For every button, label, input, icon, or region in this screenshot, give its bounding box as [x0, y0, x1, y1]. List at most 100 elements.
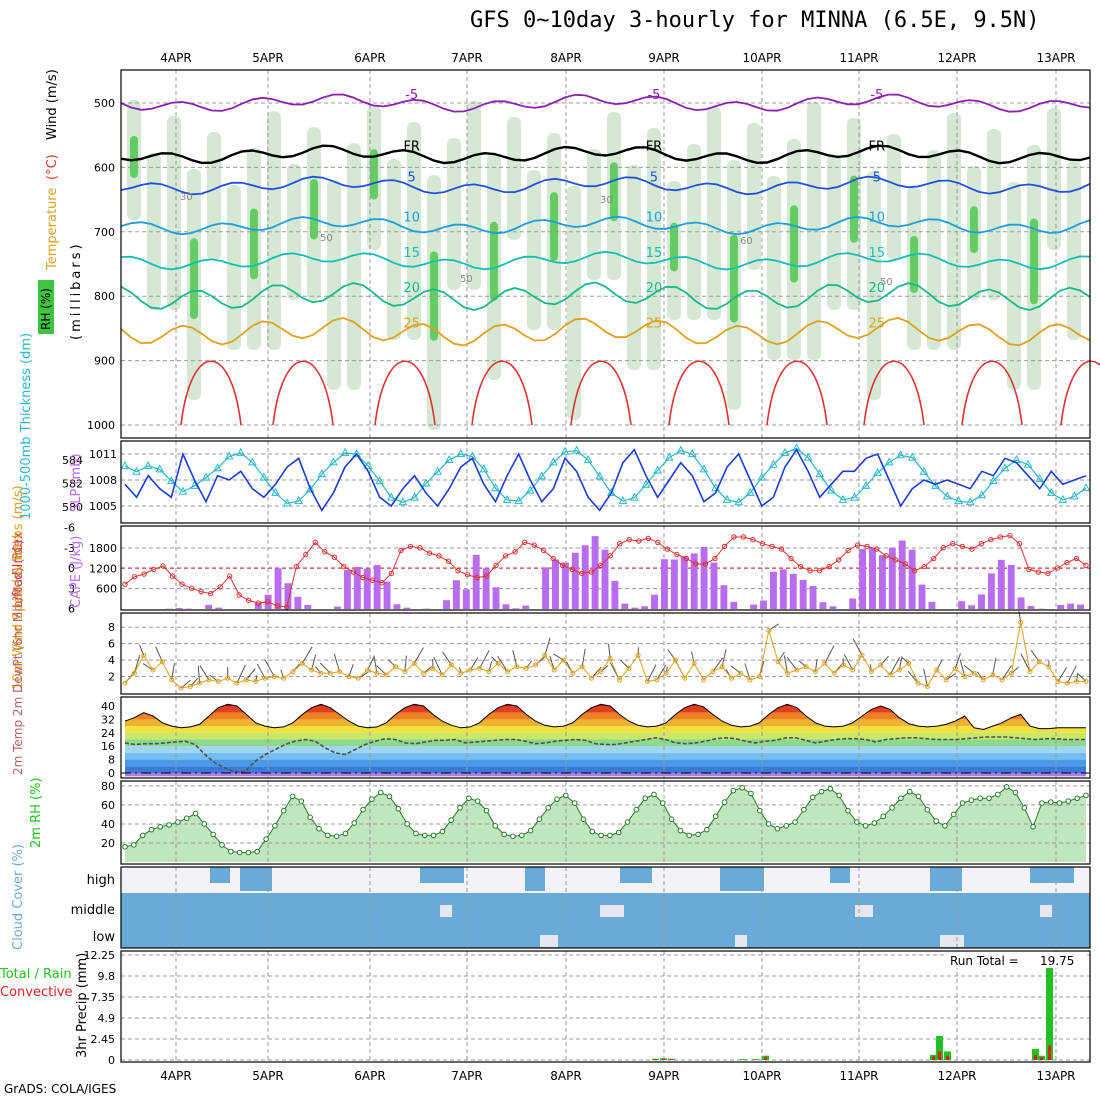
pressure-tick-2: 700: [94, 226, 115, 239]
wind-barb-90: [959, 659, 966, 677]
wind-speed-point-52: [607, 655, 613, 661]
thickness-point-2: [143, 460, 153, 469]
temperature-contour-label-1-2: FR: [869, 140, 886, 155]
rh2m-point-36: [439, 828, 446, 835]
rh2m-point-81: [836, 792, 842, 799]
rh-core-30: [730, 235, 738, 323]
pressure-tick-1: 600: [94, 161, 115, 174]
lifted-index-point-89: [969, 546, 975, 552]
lifted-index-tick-4: 6: [68, 603, 75, 616]
cape-bar-21: [334, 606, 341, 609]
rh2m-point-109: [1083, 792, 1089, 799]
wind-speed-point-97: [1027, 669, 1033, 675]
wind-tick-0: 2: [108, 671, 115, 684]
wind-speed-point-68: [756, 674, 762, 680]
rh-core-12: [370, 149, 378, 200]
wind-speed-point-80: [868, 669, 874, 675]
rh2m-point-12: [227, 848, 234, 855]
cape-bar-60: [720, 585, 728, 609]
wind-barb-94: [1001, 665, 1013, 681]
top-date-label-6: 10APR: [742, 51, 781, 65]
temp-band-3: [125, 752, 1086, 760]
cloud-gap-2: [600, 905, 624, 917]
wind-speed-point-79: [859, 652, 865, 658]
pressure-axis-label: (millibars): [69, 241, 84, 340]
cape-bar-76: [878, 555, 886, 609]
precip-total-bar-12: [1046, 956, 1053, 1060]
wind-speed-point-22: [327, 670, 333, 676]
wind-barb-78: [843, 654, 854, 671]
rh2m-point-108: [1074, 795, 1080, 802]
rh2m-point-51: [571, 800, 578, 806]
temp-tick-1: 8: [108, 754, 115, 767]
rh2m-point-8: [192, 810, 199, 817]
cape-bar-65: [769, 571, 777, 609]
lifted-index-point-10: [217, 584, 223, 590]
cape-bar-45: [571, 552, 579, 609]
slp-line: [124, 448, 1087, 512]
bottom-date-label-0: 4APR: [160, 1069, 191, 1083]
slp-tick-1: 1008: [89, 474, 117, 487]
temp-band-4: [125, 746, 1086, 753]
warm-lobe-1: [272, 360, 334, 426]
bottom-date-label-7: 11APR: [839, 1069, 878, 1083]
wind-speed-point-43: [523, 665, 529, 671]
rh-shade-46: [1047, 108, 1061, 250]
rh-shade-20: [527, 170, 541, 330]
cape-bar-27: [393, 604, 401, 609]
wind-speed-point-99: [1046, 664, 1052, 670]
cape-bar-40: [522, 605, 530, 609]
rh2m-point-99: [995, 791, 1001, 798]
cloud-tick-0: high: [87, 873, 115, 888]
warm-lobe-8: [961, 360, 1023, 426]
thickness-point-48: [676, 445, 686, 454]
cape-bar-43: [552, 559, 559, 609]
top-date-label-0: 4APR: [160, 51, 191, 65]
wind-speed-point-31: [411, 660, 417, 666]
thickness-point-35: [525, 485, 535, 494]
wind-speed-point-82: [887, 672, 893, 678]
wind-speed-point-41: [505, 669, 511, 675]
lifted-index-point-25: [360, 574, 366, 581]
temp-band-9: [125, 712, 1086, 720]
rh2m-point-65: [695, 831, 701, 838]
wind-speed-point-27: [374, 670, 380, 676]
thickness-point-80: [1046, 487, 1056, 496]
lifted-index-point-9: [207, 590, 214, 597]
warm-lobe-9: [1060, 360, 1100, 426]
lifted-index-point-54: [636, 538, 642, 544]
lifted-index-point-47: [569, 566, 575, 573]
lifted-index-point-22: [331, 554, 338, 560]
cape-bar-22: [343, 570, 351, 609]
lifted-index-point-83: [912, 568, 918, 574]
thickness-point-54: [745, 487, 755, 496]
cape-bar-68: [799, 579, 807, 609]
thickness-point-64: [861, 480, 871, 489]
wind-speed-point-38: [477, 665, 483, 671]
thickness-point-40: [583, 454, 593, 463]
wind-speed-point-102: [1074, 678, 1080, 684]
wind-barb-20: [311, 654, 317, 671]
cape-bar-52: [641, 606, 649, 609]
precip-convective-bar-5: [764, 1057, 767, 1060]
thickness-point-65: [873, 467, 882, 476]
cape-bar-81: [928, 601, 936, 609]
wind-barb-79: [852, 638, 863, 656]
thickness-point-72: [954, 496, 963, 505]
rh-shade-2: [167, 116, 181, 310]
temperature-contour-label-5-1: 20: [646, 281, 663, 296]
lifted-index-tick-0: -6: [64, 522, 75, 535]
lifted-index-point-32: [426, 550, 433, 556]
top-date-label-4: 8APR: [550, 51, 581, 65]
rh2m-point-20: [298, 798, 305, 804]
cape-bar-64: [760, 600, 767, 609]
thickness-point-46: [653, 465, 662, 474]
rh2m-tick-1: 40: [101, 818, 115, 831]
wind-speed-point-21: [318, 670, 324, 676]
lifted-index-point-0: [122, 581, 128, 587]
temperature-axis-label: Temperature: [45, 188, 60, 271]
rh2m-point-48: [545, 804, 551, 811]
thickness-point-76: [1000, 463, 1010, 472]
wind-axis-label-10m: 10m Wind Speed & Barbs (m/s): [11, 485, 26, 690]
temperature-contour-label-2-0: 5: [408, 170, 416, 185]
